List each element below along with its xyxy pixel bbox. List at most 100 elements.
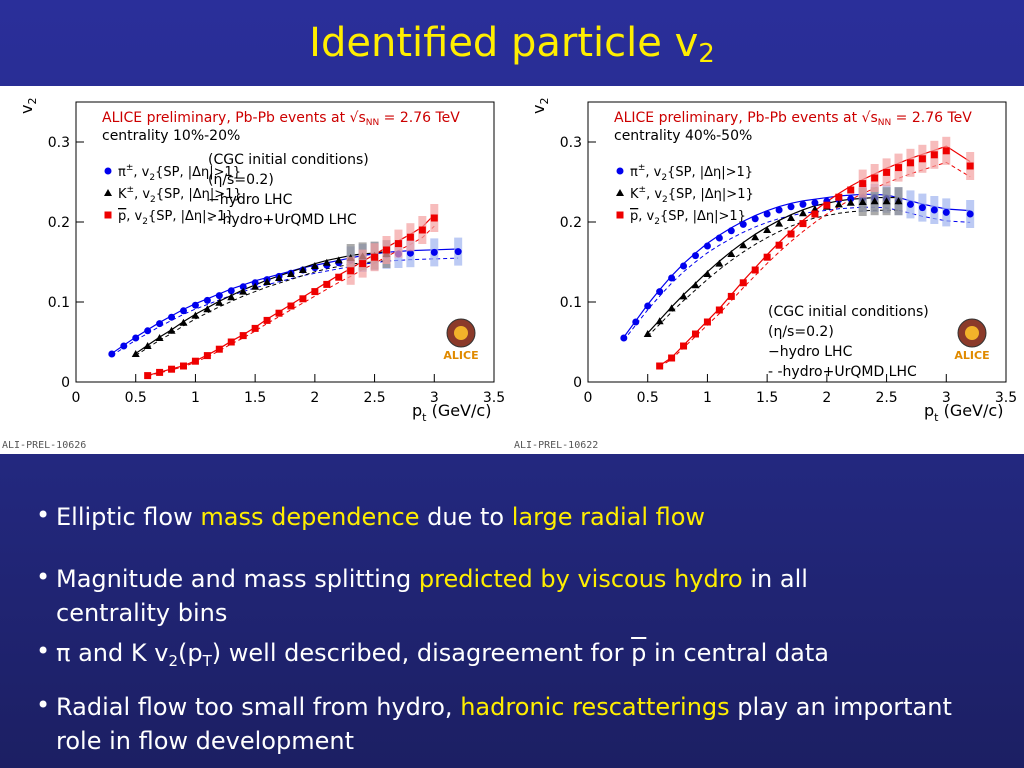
bullet-list: • Elliptic flow mass dependence due to l… xyxy=(0,454,1024,768)
data-point xyxy=(191,301,199,309)
x-label-p: p xyxy=(924,401,934,420)
data-point xyxy=(191,357,199,365)
data-point xyxy=(715,234,723,242)
bullet-fragment: Radial flow too small from hydro, xyxy=(56,693,461,721)
data-point xyxy=(323,280,331,288)
y-tick-label: 0.1 xyxy=(560,295,582,311)
data-point xyxy=(168,365,176,373)
data-point xyxy=(751,215,759,223)
x-axis-label: pt (GeV/c) xyxy=(412,401,491,424)
data-point xyxy=(239,283,247,291)
data-point xyxy=(655,317,664,325)
data-point xyxy=(263,316,271,324)
y-label-sub: 2 xyxy=(26,98,39,105)
data-point xyxy=(787,230,795,238)
x-tick-label: 0.5 xyxy=(125,390,147,406)
data-point xyxy=(703,270,712,277)
hydro-curve xyxy=(111,248,459,354)
hydro-curve xyxy=(135,250,387,354)
data-point xyxy=(227,287,235,295)
centrality-label: centrality 10%-20% xyxy=(102,128,240,144)
legend-marker xyxy=(616,167,624,175)
bullet-3: • π and K v2(pT) well described, disagre… xyxy=(36,636,996,678)
legend-tail: {SP, |Δη|>1} xyxy=(148,209,234,224)
x-tick-label: 2 xyxy=(310,390,319,406)
model-text: −hydro LHC xyxy=(768,344,853,360)
data-point xyxy=(751,233,760,241)
preliminary-id: ALI-PREL-10626 xyxy=(2,440,86,451)
title-text: Identified particle v xyxy=(309,20,699,66)
data-point xyxy=(418,226,426,234)
y-tick-label: 0.2 xyxy=(48,215,70,231)
legend-sup: ± xyxy=(638,163,646,173)
bullet-fragment: (p xyxy=(177,639,203,667)
legend-main: π xyxy=(118,165,126,180)
bullet-fragment: π and K v xyxy=(56,639,169,667)
data-point xyxy=(858,198,867,205)
data-point xyxy=(179,307,187,315)
data-point xyxy=(656,362,664,370)
x-label-t: t xyxy=(934,411,939,424)
data-point xyxy=(454,248,462,256)
legend-rest: , v xyxy=(126,209,142,224)
data-point xyxy=(775,219,784,227)
model-text: −hydro LHC xyxy=(208,192,293,208)
bullet-fragment: ) well described, disagreement for xyxy=(211,639,632,667)
data-point xyxy=(751,266,759,274)
legend-rest: , v xyxy=(133,165,149,180)
data-point xyxy=(287,302,295,310)
data-point xyxy=(334,256,343,264)
data-point xyxy=(299,295,307,303)
plot-frame xyxy=(587,101,1007,383)
y-tick-label: 0.3 xyxy=(48,135,70,151)
data-point xyxy=(846,198,855,206)
data-point xyxy=(143,342,152,349)
bullet-dot: • xyxy=(36,637,51,665)
data-point xyxy=(703,242,711,250)
legend-label: p, v2{SP, |Δη|>1} xyxy=(118,209,234,227)
data-point xyxy=(383,246,391,254)
data-point xyxy=(359,260,367,268)
data-point xyxy=(727,292,735,300)
x-label-p: p xyxy=(412,401,422,420)
data-point xyxy=(966,162,974,170)
data-point xyxy=(739,241,748,249)
x-tick-label: 3 xyxy=(942,390,951,406)
data-point xyxy=(144,327,152,335)
legend-main: K xyxy=(630,187,639,202)
data-point xyxy=(787,203,795,211)
data-point xyxy=(810,205,819,213)
data-point xyxy=(895,164,903,172)
data-point xyxy=(871,174,879,182)
data-point xyxy=(739,279,747,287)
alice-logo-core xyxy=(965,326,979,340)
data-point xyxy=(120,342,128,350)
data-point xyxy=(691,330,699,338)
data-point xyxy=(918,204,926,212)
x-tick-label: 0.5 xyxy=(637,390,659,406)
x-tick-label: 2.5 xyxy=(363,390,385,406)
data-point xyxy=(703,318,711,326)
heading-nn: NN xyxy=(878,118,891,128)
data-point xyxy=(763,253,771,261)
x-tick-label: 0 xyxy=(72,390,81,406)
data-point xyxy=(966,210,974,218)
data-point xyxy=(691,252,699,260)
heading-main: ALICE preliminary, Pb-Pb events at √s xyxy=(102,110,366,126)
data-point xyxy=(942,147,950,155)
legend-sup: ± xyxy=(126,163,134,173)
bullet-fragment: 2 xyxy=(168,652,178,670)
data-point xyxy=(430,214,438,222)
alice-logo-core xyxy=(454,326,468,340)
data-point xyxy=(679,292,688,300)
legend-label: π±, v2{SP, |Δη|>1} xyxy=(118,163,241,183)
data-point xyxy=(656,288,664,296)
data-point xyxy=(251,282,260,290)
x-tick-label: 3.5 xyxy=(995,390,1017,406)
bullet-fragment: play an important role in flow developme… xyxy=(56,693,952,755)
legend-main: p xyxy=(118,209,126,224)
data-point xyxy=(406,249,414,257)
model-text: - -hydro+UrQMD LHC xyxy=(768,364,917,380)
data-point xyxy=(680,342,688,350)
